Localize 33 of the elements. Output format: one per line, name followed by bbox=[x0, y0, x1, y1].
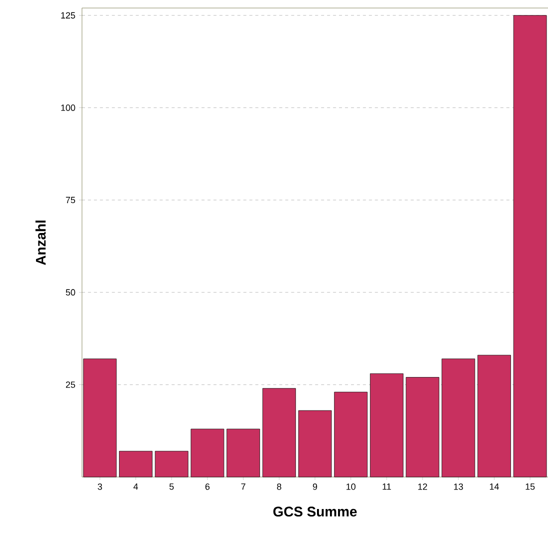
bar bbox=[83, 358, 117, 478]
x-tick-label: 15 bbox=[526, 484, 535, 490]
y-tick-label: 75 bbox=[66, 196, 76, 204]
bar bbox=[190, 428, 224, 478]
x-tick-label: 9 bbox=[312, 484, 317, 490]
x-tick-label: 12 bbox=[418, 484, 427, 490]
x-tick-label: 13 bbox=[454, 484, 463, 490]
bar bbox=[513, 15, 547, 478]
x-tick-label: 14 bbox=[490, 484, 499, 490]
x-axis-title: GCS Summe bbox=[273, 506, 357, 517]
bar bbox=[442, 358, 475, 478]
y-tick-label: 50 bbox=[66, 289, 76, 296]
x-tick-label: 8 bbox=[276, 484, 282, 490]
x-tick-label: 6 bbox=[205, 484, 210, 490]
y-tick-label: 25 bbox=[66, 381, 76, 388]
bar bbox=[334, 392, 368, 478]
bar bbox=[370, 373, 404, 478]
x-tick-label: 3 bbox=[98, 484, 102, 490]
bar bbox=[262, 388, 296, 478]
bar bbox=[298, 410, 332, 478]
x-tick-label: 10 bbox=[346, 484, 356, 490]
y-axis-title: Anzahl bbox=[35, 220, 46, 266]
y-tick-label: 125 bbox=[61, 12, 76, 19]
bar bbox=[226, 428, 260, 478]
bar bbox=[406, 377, 440, 478]
x-tick-label: 7 bbox=[241, 484, 246, 490]
y-tick-label: 100 bbox=[61, 104, 76, 111]
x-tick-label: 11 bbox=[382, 484, 391, 490]
bar bbox=[154, 450, 188, 478]
bar bbox=[477, 354, 511, 478]
x-tick-label: 5 bbox=[169, 484, 174, 490]
x-tick-label: 4 bbox=[133, 484, 138, 490]
bar bbox=[118, 450, 152, 478]
